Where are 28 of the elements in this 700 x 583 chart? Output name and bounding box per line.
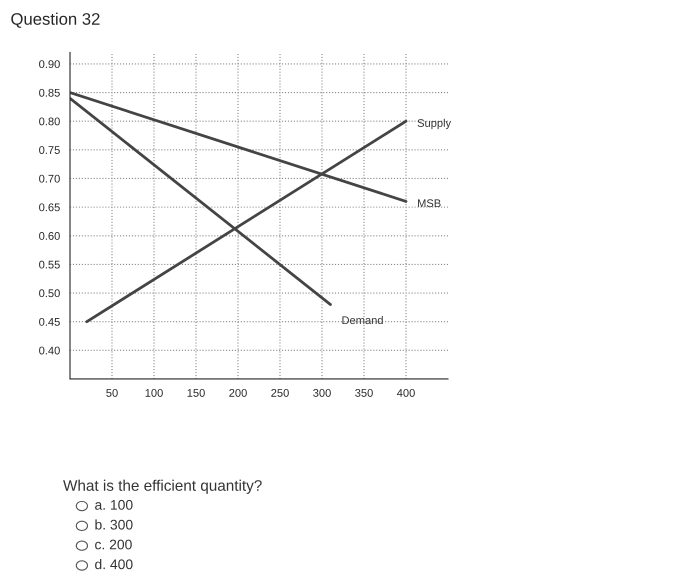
y-tick-label: 0.75 — [39, 146, 60, 154]
y-tick-label: 0.70 — [39, 174, 60, 183]
text: b. 300 — [95, 519, 133, 530]
text: c. 200 — [95, 540, 132, 550]
y-tick-label: 0.45 — [39, 318, 60, 326]
x-tick-label: 400 — [396, 388, 415, 397]
y-tick-label: 0.50 — [39, 289, 60, 298]
y-tick-label: 0.90 — [39, 60, 60, 68]
y-tick-label: 0.80 — [39, 117, 60, 126]
series-label: Supply — [418, 118, 452, 130]
y-tick-label: 0.55 — [39, 260, 60, 269]
y-tick-label: 0.40 — [39, 346, 60, 354]
x-tick-label: 250 — [271, 388, 289, 397]
x-tick-label: 100 — [146, 388, 163, 397]
x-tick-label: 350 — [355, 388, 373, 397]
y-tick-label: 0.60 — [39, 232, 60, 240]
x-tick-label: 150 — [188, 388, 205, 397]
y-tick-label: 0.85 — [39, 88, 60, 97]
y-tick-label: 0.65 — [39, 203, 60, 212]
series-label: MSB — [418, 199, 441, 208]
x-tick-label: 200 — [229, 388, 247, 397]
text: What is the efficient quantity? — [63, 480, 262, 494]
x-tick-label: 50 — [106, 388, 118, 397]
x-tick-label: 300 — [313, 388, 331, 397]
chart-title: Question 32 — [11, 12, 100, 28]
text: a. 100 — [95, 500, 133, 510]
series-label: Demand — [342, 316, 383, 324]
text: d. 400 — [95, 559, 133, 570]
